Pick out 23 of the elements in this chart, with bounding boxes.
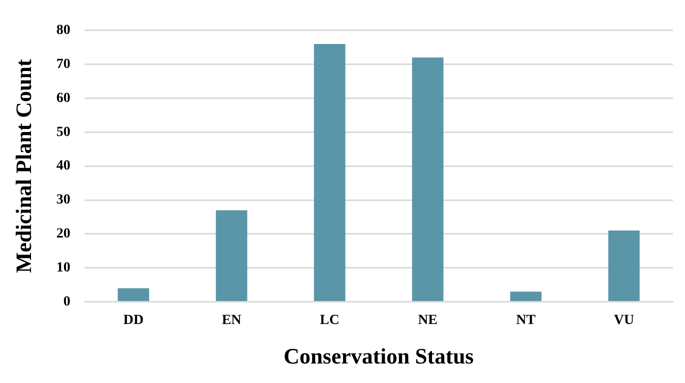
bar <box>608 230 640 302</box>
bar <box>216 210 248 302</box>
y-tick-label: 20 <box>56 226 70 242</box>
y-tick-label: 80 <box>56 23 70 38</box>
y-tick-label: 30 <box>56 192 70 208</box>
x-tick-label: DD <box>123 312 144 328</box>
x-tick-label: EN <box>222 312 242 328</box>
y-tick-label: 70 <box>56 56 70 72</box>
x-tick-label: NE <box>418 312 438 328</box>
y-tick-label: 50 <box>56 124 70 140</box>
bar <box>118 288 150 302</box>
y-tick-label: 0 <box>63 294 70 310</box>
x-tick-label: LC <box>320 312 340 328</box>
x-tick-label: NT <box>516 312 536 328</box>
y-tick-label: 60 <box>56 90 70 106</box>
x-axis-title: Conservation Status <box>284 343 474 368</box>
y-tick-label: 10 <box>56 260 70 276</box>
y-tick-label: 40 <box>56 158 70 174</box>
x-tick-label: VU <box>614 312 634 328</box>
bar <box>314 44 346 302</box>
bar <box>510 292 542 302</box>
bar <box>412 58 444 302</box>
y-axis-title: Medicinal Plant Count <box>10 58 36 274</box>
